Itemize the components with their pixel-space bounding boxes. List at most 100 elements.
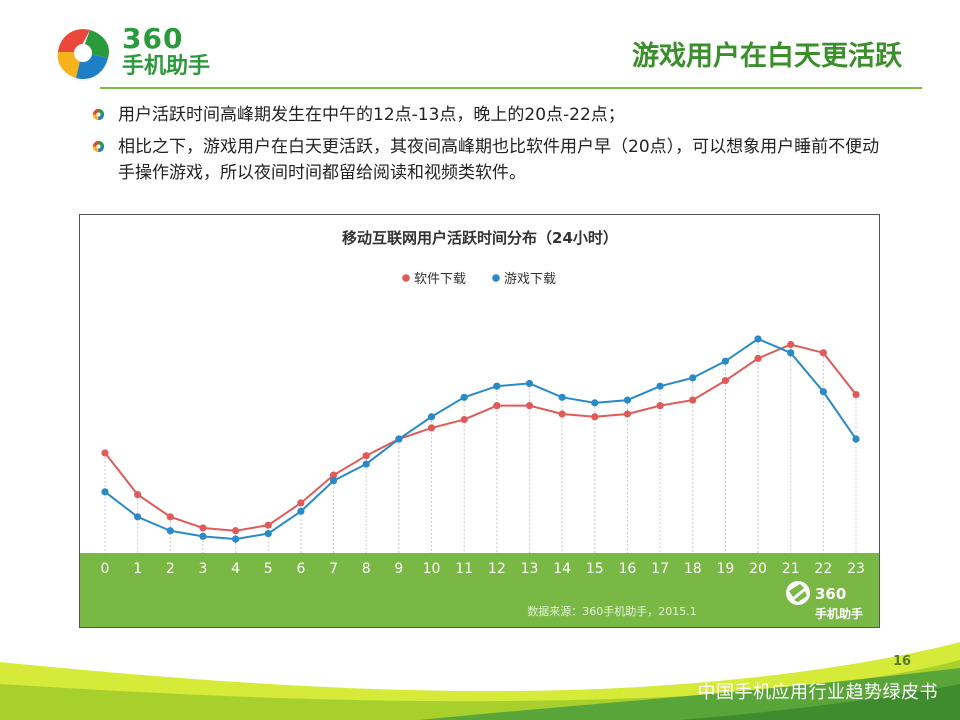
bullet-item: 相比之下，游戏用户在白天更活跃，其夜间高峰期也比软件用户早（20点），可以想象用…	[92, 134, 892, 186]
chart-legend: 软件下载 游戏下载	[402, 272, 556, 287]
data-point	[166, 513, 174, 521]
x-tick-label: 20	[749, 561, 767, 577]
band-logo-icon	[786, 581, 810, 605]
data-point	[787, 349, 795, 357]
x-tick-label: 10	[423, 561, 441, 577]
data-point	[689, 396, 697, 404]
bullet-item: 用户活跃时间高峰期发生在中午的12点-13点，晚上的20点-22点；	[92, 102, 892, 128]
data-point	[297, 507, 305, 515]
data-point	[101, 488, 109, 496]
chart-title: 移动互联网用户活跃时间分布（24小时）	[342, 229, 618, 247]
data-point	[427, 424, 436, 432]
x-tick-label: 19	[716, 561, 734, 577]
data-point	[721, 377, 729, 385]
data-point	[232, 535, 240, 543]
data-point	[232, 527, 240, 535]
data-point	[558, 393, 566, 401]
data-point	[460, 393, 468, 401]
data-point	[819, 388, 827, 396]
x-tick-label: 13	[521, 561, 539, 577]
data-point	[264, 521, 272, 529]
data-point	[362, 460, 370, 468]
x-tick-label: 16	[619, 561, 637, 577]
x-tick-label: 2	[166, 561, 175, 577]
data-point	[395, 435, 403, 443]
x-tick-label: 5	[264, 561, 273, 577]
report-title: 中国手机应用行业趋势绿皮书	[697, 682, 938, 703]
x-tick-label: 22	[814, 561, 832, 577]
bullet-logo-icon	[92, 140, 105, 153]
x-tick-label: 9	[394, 561, 403, 577]
data-point	[427, 413, 436, 421]
gridlines	[104, 338, 857, 553]
band-logo-number: 360	[815, 585, 846, 603]
data-point	[199, 524, 207, 532]
legend-label: 游戏下载	[504, 272, 556, 287]
series-layer	[101, 335, 860, 543]
x-tick-label: 12	[488, 561, 506, 577]
data-point	[754, 354, 762, 362]
x-tick-label: 23	[847, 561, 865, 577]
x-tick-labels: 0 1 2 3 4 5 6 7 8 9 10 11 12 13 14 15 16 17 18 19 20 21 22 23	[101, 561, 865, 577]
data-point	[525, 379, 534, 388]
x-tick-label: 15	[586, 561, 604, 577]
bullet-list: 用户活跃时间高峰期发生在中午的12点-13点，晚上的20点-22点； 相比之下，…	[92, 102, 892, 192]
legend-marker	[402, 274, 410, 282]
x-tick-label: 3	[198, 561, 207, 577]
data-point	[329, 477, 338, 485]
series-game	[101, 335, 860, 543]
data-point	[101, 449, 109, 457]
data-point	[852, 435, 860, 443]
logo-name: 手机助手	[122, 54, 211, 79]
title-divider	[100, 87, 922, 89]
x-tick-label: 11	[455, 561, 473, 577]
data-point	[493, 402, 501, 410]
data-point	[591, 413, 599, 421]
data-point	[460, 415, 468, 424]
x-tick-label: 1	[133, 561, 142, 577]
series-software	[101, 340, 860, 535]
x-tick-label: 14	[553, 561, 571, 577]
bullet-text: 相比之下，游戏用户在白天更活跃，其夜间高峰期也比软件用户早（20点），可以想象用…	[118, 137, 880, 183]
data-point	[329, 471, 338, 479]
data-point	[787, 340, 795, 349]
source-note: 数据来源：360手机助手，2015.1	[527, 604, 696, 618]
x-tick-label: 8	[362, 561, 371, 577]
logo-mark-icon	[57, 29, 110, 81]
page-title: 游戏用户在白天更活跃	[632, 41, 902, 72]
series-line	[104, 343, 857, 532]
data-point	[134, 491, 142, 499]
data-point	[558, 410, 566, 418]
data-point	[852, 390, 860, 399]
data-point	[493, 382, 501, 390]
data-point	[721, 357, 729, 365]
data-point	[525, 402, 534, 410]
data-point	[199, 532, 207, 540]
x-tick-label: 18	[684, 561, 702, 577]
data-point	[623, 396, 632, 404]
data-point	[166, 527, 174, 535]
footer-swoosh	[0, 642, 960, 720]
data-point	[362, 452, 370, 460]
band-logo-name: 手机助手	[815, 606, 863, 621]
legend-label: 软件下载	[414, 272, 466, 287]
data-point	[819, 349, 827, 357]
brand-logo: 360 手机助手	[52, 22, 242, 84]
band-logo: 360 手机助手	[786, 581, 863, 621]
bullet-text: 用户活跃时间高峰期发生在中午的12点-13点，晚上的20点-22点；	[118, 105, 625, 125]
legend-marker	[492, 274, 500, 282]
x-axis-band	[80, 553, 879, 627]
data-point	[591, 399, 599, 407]
x-tick-label: 21	[782, 561, 800, 577]
page-number: 16	[893, 654, 912, 669]
x-tick-label: 17	[651, 561, 669, 577]
data-point	[656, 382, 664, 390]
x-tick-label: 6	[296, 561, 305, 577]
bullet-logo-icon	[92, 108, 105, 121]
logo-number: 360	[122, 22, 184, 55]
data-point	[623, 410, 632, 418]
data-point	[656, 402, 664, 410]
data-point	[297, 499, 305, 507]
